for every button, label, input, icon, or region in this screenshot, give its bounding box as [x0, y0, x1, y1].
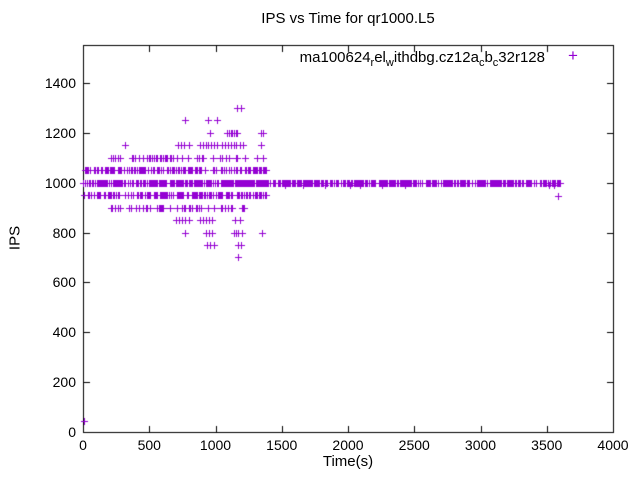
y-tick-label: 600 — [52, 274, 76, 291]
legend-text: ithdbg.cz12a — [393, 49, 479, 66]
legend-text: b — [484, 49, 493, 66]
x-tick-label: 500 — [137, 437, 161, 453]
x-tick-label: 2000 — [332, 437, 364, 453]
legend-subscript: r — [370, 57, 375, 69]
x-tick-label: 2500 — [398, 437, 430, 453]
x-tick-label: 3000 — [464, 437, 497, 453]
x-tick-label: 1000 — [199, 437, 232, 453]
legend-subscript: c — [478, 57, 485, 69]
x-tick-label: 1500 — [266, 437, 298, 453]
y-tick-label: 0 — [68, 424, 76, 440]
x-tick-label: 4000 — [597, 437, 629, 453]
x-axis-label: Time(s) — [322, 453, 374, 470]
legend-text: 32r128 — [498, 49, 545, 66]
legend-subscript: w — [385, 57, 394, 69]
y-tick-label: 200 — [52, 374, 76, 391]
y-tick-label: 1400 — [44, 74, 76, 91]
legend-text: el — [374, 49, 386, 66]
legend-subscript: c — [492, 57, 499, 69]
y-tick-label: 1200 — [44, 124, 76, 141]
legend: ma100624relwithdbg.cz12acbc32r128 — [299, 49, 545, 69]
y-tick-label: 400 — [52, 324, 76, 341]
legend-plus-marker-icon: + — [568, 46, 578, 65]
chart-title: IPS vs Time for qr1000.L5 — [261, 10, 435, 27]
x-tick-label: 3500 — [531, 437, 563, 453]
x-tick-label: 0 — [79, 437, 87, 453]
y-tick-label: 800 — [52, 224, 76, 241]
y-tick-label: 1000 — [44, 174, 76, 191]
legend-text: ma100624 — [299, 49, 371, 66]
legend-series-label: ma100624relwithdbg.cz12acbc32r128 — [299, 49, 545, 69]
